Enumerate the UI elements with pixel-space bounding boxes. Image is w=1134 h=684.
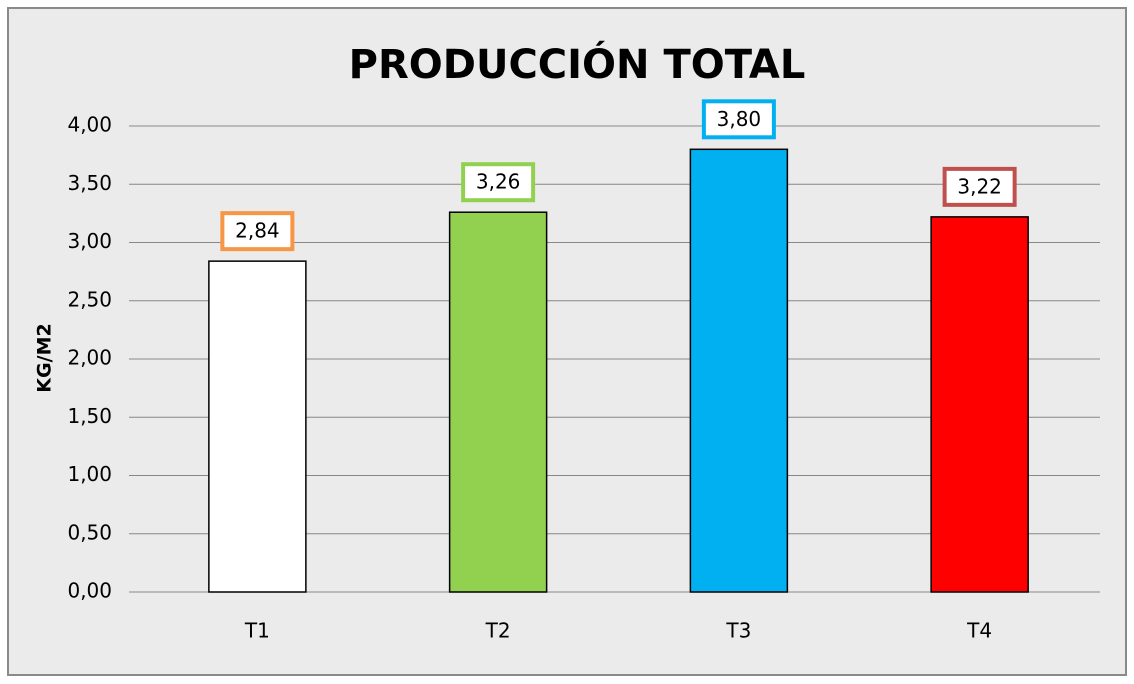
bar (690, 149, 787, 592)
bar (209, 261, 306, 592)
x-tick-label: T2 (485, 619, 511, 643)
value-label: 3,80 (717, 107, 762, 131)
value-label: 3,22 (957, 174, 1002, 198)
page: PRODUCCIÓN TOTAL KG/M2 0,00 0,50 1,00 1,50 2… (0, 0, 1134, 684)
y-tick-label: 1,50 (67, 404, 112, 428)
chart-title: PRODUCCIÓN TOTAL (349, 40, 806, 88)
y-tick-label: 3,50 (67, 171, 112, 195)
x-tick-label: T1 (244, 619, 270, 643)
y-axis-label: KG/M2 (34, 323, 56, 392)
y-tick-label: 2,50 (67, 287, 112, 311)
bar (931, 217, 1028, 592)
bar (450, 212, 547, 592)
y-tick-label: 3,00 (67, 229, 112, 253)
x-tick-label: T3 (725, 619, 751, 643)
x-tick-label: T4 (966, 619, 992, 643)
chart: PRODUCCIÓN TOTAL KG/M2 0,00 0,50 1,00 1,50 2… (0, 0, 1134, 684)
y-tick-label: 0,50 (67, 520, 112, 544)
y-tick-label: 2,00 (67, 346, 112, 370)
value-label: 2,84 (235, 219, 280, 243)
value-label: 3,26 (476, 170, 521, 194)
y-tick-label: 1,00 (67, 462, 112, 486)
y-tick-label: 0,00 (67, 579, 112, 603)
y-tick-label: 4,00 (67, 113, 112, 137)
